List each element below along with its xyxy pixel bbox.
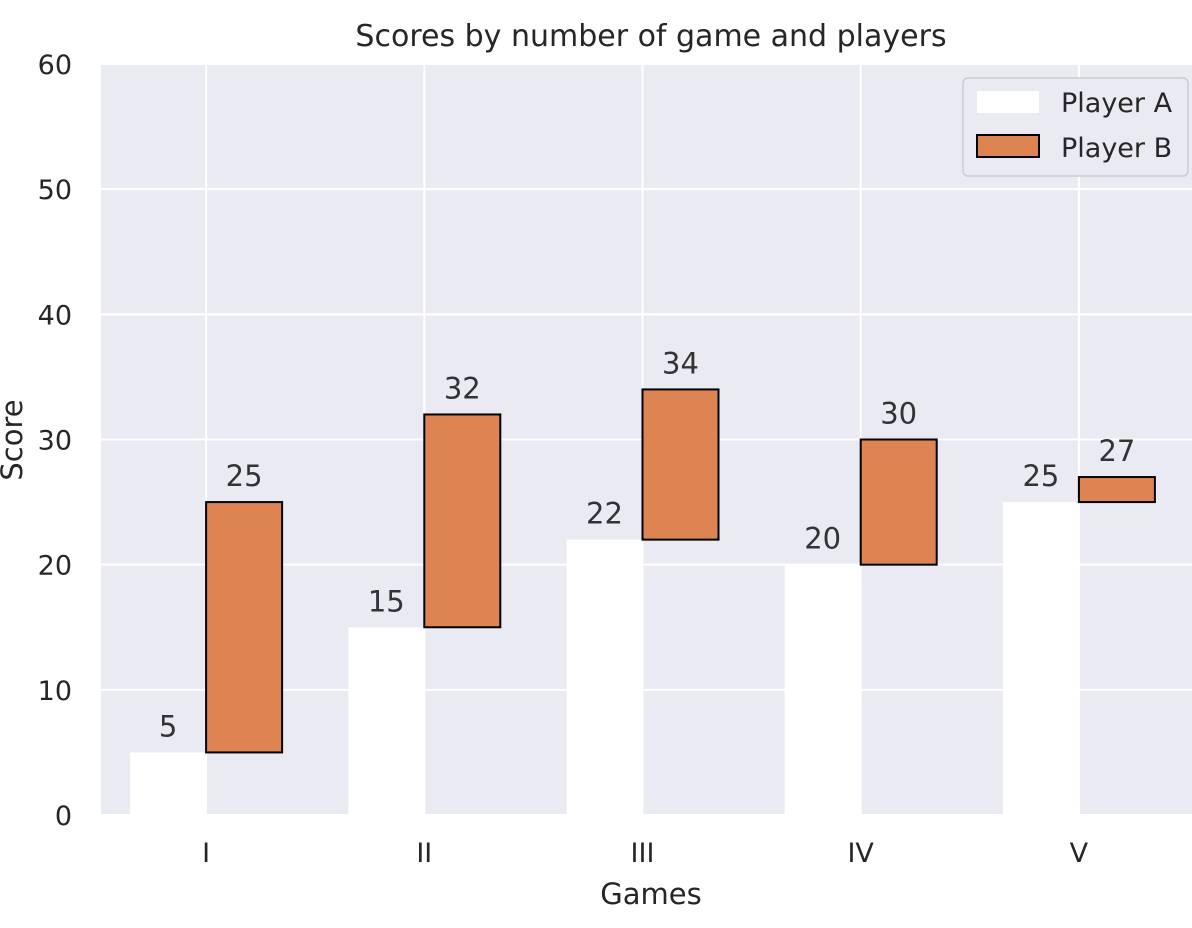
player-a-bars [130, 502, 1079, 815]
bar-player-b [423, 413, 502, 629]
y-tick-label: 60 [38, 50, 72, 81]
y-tick-label: 40 [38, 300, 72, 331]
bar-player-a [566, 539, 643, 815]
bar-player-a [348, 627, 425, 815]
y-tick-label: 30 [38, 426, 72, 457]
legend: Player A Player B [962, 77, 1189, 177]
x-tick-label: II [416, 838, 432, 869]
legend-label-player-b: Player B [1061, 133, 1172, 164]
bar-player-b [859, 438, 938, 566]
bar-player-b [1077, 476, 1156, 504]
x-tick-label: V [1070, 838, 1089, 869]
y-tick-label: 20 [38, 551, 72, 582]
x-axis-label: Games [600, 877, 701, 911]
bar-player-b [205, 501, 284, 754]
legend-label-player-a: Player A [1061, 88, 1173, 119]
y-tick-label: 50 [38, 175, 72, 206]
data-label-player-b: 27 [1098, 434, 1135, 468]
y-tick-label: 0 [55, 801, 72, 832]
chart-title: Scores by number of game and players [355, 19, 946, 54]
x-tick-label: I [202, 838, 210, 869]
data-label-player-b: 30 [880, 397, 917, 431]
data-label-player-a: 5 [159, 709, 177, 743]
x-axis-ticks: I II III IV V [202, 838, 1089, 869]
data-label-player-b: 34 [662, 346, 699, 380]
data-label-player-b: 25 [226, 459, 263, 493]
x-tick-label: III [631, 838, 655, 869]
bar-player-a [1002, 502, 1079, 815]
data-label-player-a: 22 [586, 497, 623, 531]
y-tick-label: 10 [38, 676, 72, 707]
legend-swatch-player-a [977, 91, 1039, 113]
data-labels: 5 15 22 20 25 25 32 34 30 27 [159, 346, 1135, 743]
y-axis-ticks: 0 10 20 30 40 50 60 [38, 50, 72, 832]
legend-swatch-player-b [976, 134, 1040, 158]
x-tick-label: IV [847, 838, 874, 869]
player-b-bars [205, 388, 1156, 754]
data-label-player-b: 32 [444, 371, 481, 405]
y-axis-label: Score [0, 399, 29, 480]
data-label-player-a: 25 [1022, 459, 1059, 493]
bar-player-a [784, 564, 861, 815]
data-label-player-a: 15 [368, 584, 405, 618]
data-label-player-a: 20 [804, 522, 841, 556]
bar-player-b [641, 388, 720, 541]
bar-player-a [130, 752, 207, 815]
